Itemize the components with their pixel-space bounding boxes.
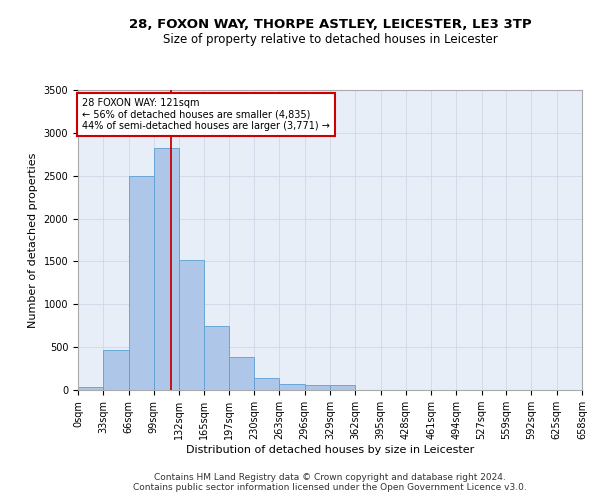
- Bar: [128, 176, 154, 390]
- Bar: [103, 350, 128, 390]
- Bar: [78, 388, 103, 390]
- Text: 28 FOXON WAY: 121sqm
← 56% of detached houses are smaller (4,835)
44% of semi-de: 28 FOXON WAY: 121sqm ← 56% of detached h…: [82, 98, 330, 130]
- Bar: [154, 148, 179, 390]
- Text: Contains HM Land Registry data © Crown copyright and database right 2024.
Contai: Contains HM Land Registry data © Crown c…: [133, 473, 527, 492]
- Bar: [280, 384, 305, 390]
- Bar: [205, 326, 229, 390]
- X-axis label: Distribution of detached houses by size in Leicester: Distribution of detached houses by size …: [186, 445, 474, 455]
- Bar: [254, 378, 280, 390]
- Y-axis label: Number of detached properties: Number of detached properties: [28, 152, 38, 328]
- Text: Size of property relative to detached houses in Leicester: Size of property relative to detached ho…: [163, 32, 497, 46]
- Bar: [229, 356, 254, 390]
- Bar: [179, 260, 205, 390]
- Bar: [330, 386, 355, 390]
- Bar: [305, 386, 330, 390]
- Text: 28, FOXON WAY, THORPE ASTLEY, LEICESTER, LE3 3TP: 28, FOXON WAY, THORPE ASTLEY, LEICESTER,…: [128, 18, 532, 30]
